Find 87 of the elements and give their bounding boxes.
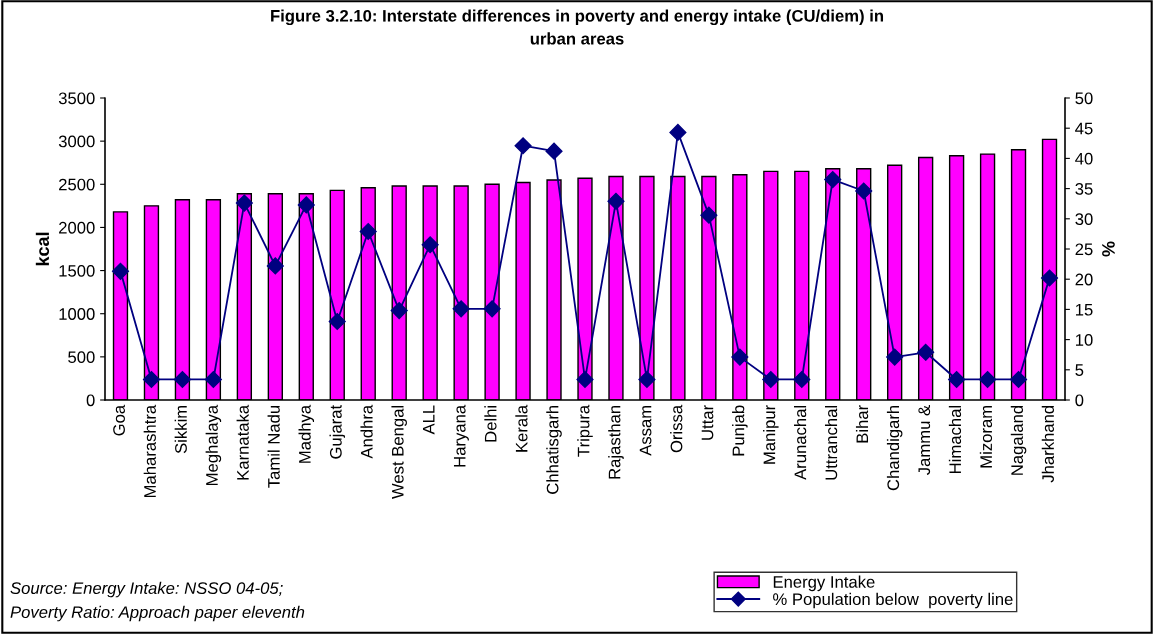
legend-label: % Population below poverty line [773,592,1013,609]
x-tick-label: Uttranchal [824,405,838,480]
y2-tick-label: 35 [1075,183,1093,195]
y2-tick-label: 5 [1075,364,1084,376]
x-tick-label: Delhi [484,405,497,442]
y-tick-label: 3500 [58,92,95,105]
y-tick-label: 2000 [59,221,95,234]
point [328,312,346,331]
x-tick-label: Orissa [670,404,683,453]
point [1040,269,1059,287]
x-tick-label: Bihar [855,405,869,443]
y2-tick-label: 0 [1075,394,1084,407]
x-tick-label: Haryana [453,404,469,467]
y-tick-label: 3000 [58,135,95,148]
x-tick-label: Madhya [298,404,315,463]
legend-label: Energy Intake [773,575,875,592]
point [1009,370,1028,389]
x-tick-label: Jammu & [918,405,931,475]
point [452,300,470,318]
point [297,196,315,214]
x-tick-label: West Bengal [391,405,407,499]
x-tick-label: Assam [639,405,652,456]
x-tick-label: Mizoram [979,405,993,468]
x-tick-label: Maharashtra [143,404,156,498]
y2-tick-label: 20 [1075,273,1093,286]
point [266,257,284,275]
y2-axis-title: % [1102,241,1115,257]
x-tick-label: Kerala [515,404,528,452]
y-tick-label: 1500 [59,264,95,277]
x-tick-label: Chhatisgarh [546,405,562,494]
point [421,236,439,254]
point [638,370,656,389]
x-tick-label: Tamil Nadu [267,405,280,488]
y-tick-label: 1000 [59,308,95,320]
point [111,262,130,280]
x-tick-label: Rajasthan [608,405,624,479]
x-tick-label: Tripura [577,404,593,457]
point [576,370,594,389]
point [886,348,904,366]
x-tick-label: Karnataka [236,404,249,480]
x-tick-label: Uttar [701,405,714,440]
point [979,370,997,389]
point [607,192,625,210]
y2-tick-label: 40 [1075,152,1093,165]
point [700,206,718,224]
point [824,170,842,189]
y2-tick-label: 50 [1075,92,1093,105]
x-tick-label: Gujarat [329,404,346,459]
y-tick-label: 2500 [59,178,95,191]
y2-tick-label: 45 [1075,122,1093,135]
source-note: Source: Energy Intake: NSSO 04-05; Poverty Ratio: Approach paper eleventh [10,581,305,622]
point [204,370,222,389]
x-tick-label: Sikkim [174,405,187,454]
point [731,348,749,366]
x-tick-label: Goa [113,404,125,436]
point [545,142,563,160]
point [390,302,408,320]
y-tick-label: 500 [68,351,95,364]
x-tick-label: Nagaland [1010,405,1027,475]
chart-title: Figure 3.2.10: Interstate differences in poverty and energy intake (CU/diem) in urban areas [271,9,884,45]
point [359,222,377,241]
point [235,194,253,212]
x-tick-label: Punjab [732,405,748,456]
x-tick-label: Andhra [360,404,373,459]
y-axis-title: kcal [35,232,50,266]
x-tick-label: Arunachal [794,405,807,480]
point [855,182,873,200]
x-tick-label: Meghalaya [205,404,222,486]
x-tick-label: Jharkhand [1041,405,1054,483]
point [173,370,191,389]
point [793,370,811,389]
point [669,123,687,141]
x-tick-label: Manipur [763,405,779,464]
point [948,370,966,389]
y2-tick-label: 30 [1075,213,1093,225]
x-tick-label: Chandigarh [886,405,903,491]
point [762,370,780,389]
y2-tick-label: 25 [1075,243,1093,256]
point [514,137,532,155]
y2-tick-label: 15 [1075,303,1093,316]
point [917,343,935,361]
x-tick-label: ALL [423,405,435,435]
y2-tick-label: 10 [1075,334,1093,346]
point [142,370,161,389]
point [483,300,501,318]
x-tick-label: Himachal [948,405,962,473]
y-tick-label: 0 [86,394,95,407]
